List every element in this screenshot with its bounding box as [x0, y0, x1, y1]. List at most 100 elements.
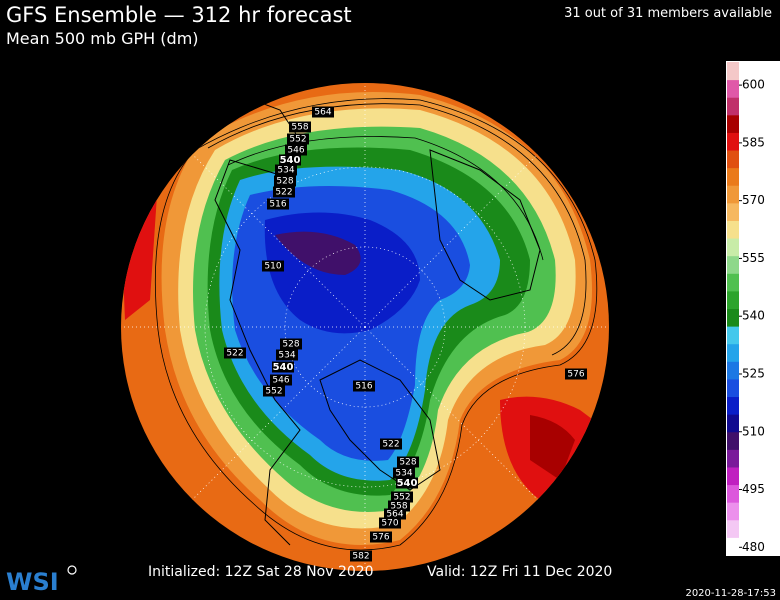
contour-label-bg — [267, 198, 289, 210]
contour-label: 522 — [275, 188, 292, 198]
contour-label: 516 — [269, 200, 286, 210]
contour-label-bg — [263, 385, 285, 397]
hemisphere-map: 5645585525465405345285225165105225285345… — [121, 83, 609, 571]
contour-label: 546 — [287, 146, 304, 156]
colorbar-cell — [727, 449, 739, 468]
warm-anomaly — [530, 415, 575, 480]
contour-band — [275, 231, 361, 275]
colorbar-cell — [727, 79, 739, 98]
colorbar-cell — [727, 202, 739, 221]
colorbar-cell — [727, 343, 739, 362]
contour-lines — [154, 98, 598, 551]
contour-label-bg — [384, 508, 406, 520]
contour-label: 540 — [273, 362, 294, 373]
contour-label: 528 — [276, 177, 293, 187]
colorbar-cell — [727, 308, 739, 327]
colorbar-cell — [727, 290, 739, 309]
colorbar-tick-label: 525 — [742, 366, 765, 380]
colorbar-tick-label: 510 — [742, 424, 765, 438]
contour-label-bg — [275, 164, 297, 176]
colorbar-cell — [727, 62, 739, 81]
contour-label-bg — [287, 133, 309, 145]
colorbar-cell — [727, 361, 739, 380]
contour-label-bg — [565, 368, 587, 380]
contour-label: 552 — [289, 135, 306, 145]
colorbar-cell — [727, 484, 739, 503]
contour-label: 552 — [265, 387, 282, 397]
contour-label: 510 — [264, 262, 281, 272]
title: GFS Ensemble — 312 hr forecast — [6, 3, 352, 27]
colorbar-cell — [727, 185, 739, 204]
colorbar-label-bg — [740, 61, 780, 556]
contour-label-bg — [393, 467, 415, 479]
contour-label-bg — [388, 500, 410, 512]
contour-label: 534 — [277, 166, 294, 176]
contour-label-bg — [370, 531, 392, 543]
contour-label-bg — [280, 338, 302, 350]
colorbar-cell — [727, 220, 739, 239]
colorbar-cell — [727, 97, 739, 116]
colorbar-cell — [727, 396, 739, 415]
contour-label: 540 — [397, 478, 418, 489]
contour-label-bg — [312, 106, 334, 118]
contour-label: 558 — [291, 123, 308, 133]
graticule — [121, 83, 609, 571]
colorbar-cell — [727, 132, 739, 151]
colorbar-tick-label: 480 — [742, 540, 765, 554]
contour-label-bg — [353, 380, 375, 392]
contour-label-bg — [391, 491, 413, 503]
contour-label-bg — [379, 517, 401, 529]
contour-label-bg — [285, 144, 307, 156]
colorbar-cell — [727, 414, 739, 433]
colorbar-cell — [727, 238, 739, 257]
contour-label: 546 — [272, 376, 289, 386]
contour-label-bg — [397, 456, 419, 468]
colorbar-cell — [727, 502, 739, 521]
contour-label: 534 — [395, 469, 412, 479]
colorbar-cell — [727, 466, 739, 486]
colorbar-cell — [727, 326, 739, 345]
colorbar-cell — [727, 273, 739, 292]
contour-label: 576 — [567, 370, 584, 380]
contour-label-bg — [279, 154, 301, 166]
contour-label: 582 — [352, 552, 369, 562]
colorbar-tick-label: 600 — [742, 78, 765, 92]
colorbar-tick-label: 555 — [742, 251, 765, 265]
contour-label: 570 — [381, 519, 398, 529]
contour-labels: 5645585525465405345285225165105225285345… — [224, 106, 587, 562]
contour-label: 540 — [280, 155, 301, 166]
contour-label: 534 — [278, 351, 295, 361]
colorbar-cell — [727, 114, 739, 133]
logo-mark — [67, 565, 77, 575]
contour-label-bg — [273, 186, 295, 198]
valid-time: Valid: 12Z Fri 11 Dec 2020 — [427, 564, 612, 580]
contour-label-bg — [396, 477, 418, 489]
colorbar-tick-label: 495 — [742, 482, 765, 496]
contour-label: 516 — [355, 382, 372, 392]
colorbar-cell — [727, 519, 739, 538]
contour-label-bg — [350, 550, 372, 562]
colorbar-cell — [727, 431, 739, 450]
contour-label-bg — [380, 438, 402, 450]
contour-label-bg — [262, 260, 284, 272]
contour-label-bg — [272, 361, 294, 373]
colorbar-cell — [727, 167, 739, 186]
logo: WSI — [6, 568, 59, 596]
contour-label-bg — [276, 349, 298, 361]
contour-label-bg — [274, 175, 296, 187]
subtitle: Mean 500 mb GPH (dm) — [6, 29, 199, 48]
contour-label: 564 — [386, 510, 403, 520]
colorbar-cell — [727, 378, 739, 398]
contour-label: 552 — [393, 493, 410, 503]
contour-label: 576 — [372, 533, 389, 543]
colorbar-cell — [727, 150, 739, 169]
colorbar-tick-label: 540 — [742, 309, 765, 323]
contour-label-bg — [289, 121, 311, 133]
contour-label: 528 — [399, 458, 416, 468]
contour-label: 522 — [226, 349, 243, 359]
colorbar-cell — [727, 537, 739, 556]
timestamp: 2020-11-28-17:53 — [685, 588, 776, 599]
colorbar-tick-label: 570 — [742, 193, 765, 207]
